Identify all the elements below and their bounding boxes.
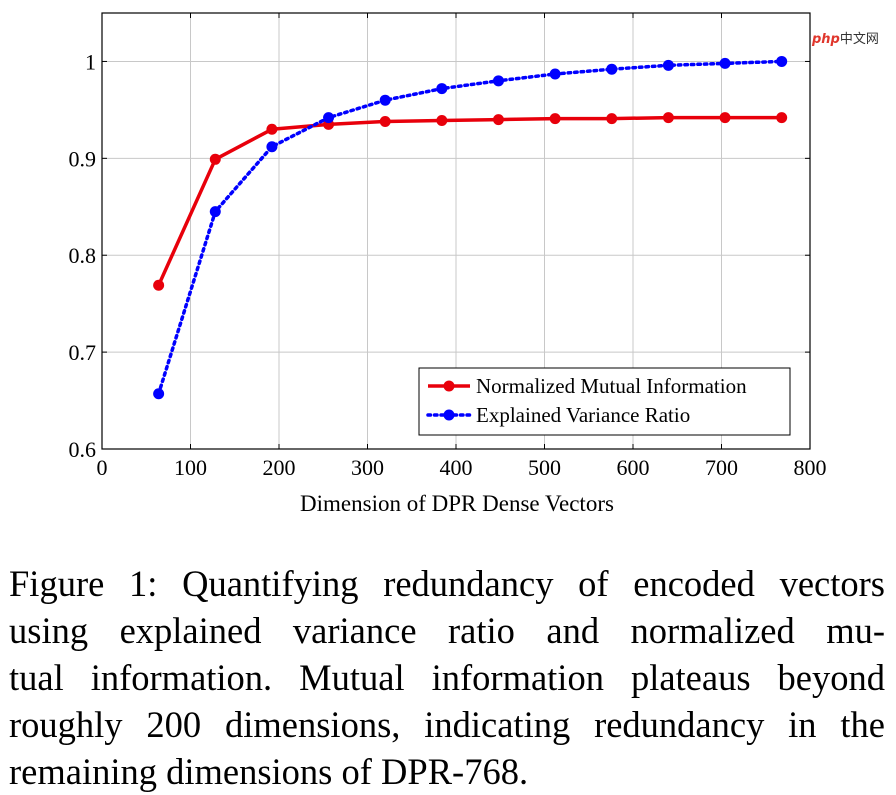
data-point	[323, 112, 335, 124]
watermark-site: 中文网	[839, 32, 879, 47]
series-evr	[153, 55, 788, 400]
data-point	[266, 123, 278, 135]
series-nmi	[153, 112, 788, 291]
data-point	[209, 206, 221, 218]
x-axis-label: Dimension of DPR Dense Vectors	[300, 491, 614, 516]
data-point	[662, 59, 674, 71]
legend-marker-nmi	[443, 380, 455, 392]
data-point	[549, 68, 561, 80]
data-point	[266, 141, 278, 153]
y-tick-label: 0.9	[69, 146, 97, 171]
caption-line: using explained variance ratio and norma…	[9, 610, 885, 651]
x-tick-label: 100	[174, 455, 207, 480]
data-point	[549, 113, 561, 125]
series-line	[156, 59, 784, 396]
data-point	[606, 113, 618, 125]
series-line	[157, 115, 782, 287]
data-point	[153, 388, 165, 400]
legend: Normalized Mutual Information Explained …	[418, 367, 791, 436]
data-point	[436, 83, 448, 95]
x-tick-label: 400	[440, 455, 473, 480]
caption-line: remaining dimensions of DPR-768.	[9, 751, 529, 792]
x-tick-label: 200	[263, 455, 296, 480]
legend-label-nmi: Normalized Mutual Information	[476, 374, 747, 398]
data-point	[209, 153, 221, 165]
figure-caption: Figure 1: Quantifying redundancy of enco…	[9, 560, 885, 795]
caption-line: Figure 1: Quantifying redundancy of enco…	[9, 563, 885, 604]
x-tick-label: 700	[705, 455, 738, 480]
data-point	[436, 115, 448, 127]
data-point	[492, 75, 504, 87]
grid-lines	[102, 13, 810, 449]
data-point	[662, 112, 674, 124]
data-point	[379, 116, 391, 128]
y-tick-label: 0.8	[69, 243, 97, 268]
legend-marker-evr	[443, 409, 455, 421]
data-point	[776, 112, 788, 124]
legend-box	[418, 367, 791, 436]
data-point	[776, 55, 788, 67]
y-tick-label: 0.7	[69, 340, 97, 365]
data-point	[719, 112, 731, 124]
x-tick-label: 600	[617, 455, 650, 480]
y-tick-label: 1	[85, 49, 96, 74]
data-point	[492, 114, 504, 126]
watermark-brand: php	[812, 32, 840, 47]
data-point	[719, 57, 731, 69]
legend-label-evr: Explained Variance Ratio	[476, 403, 690, 427]
x-tick-label: 800	[794, 455, 827, 480]
x-tick-label: 300	[351, 455, 384, 480]
line-chart: 0 100 200 300 400 500 600 700 800 0.6 0.7 0.8 0.9 1 D…	[69, 12, 827, 516]
data-point	[606, 63, 618, 75]
series-layer	[153, 55, 788, 400]
data-point	[379, 94, 391, 106]
watermark-logo: php中文网	[812, 28, 879, 47]
x-tick-label: 0	[97, 455, 108, 480]
data-point	[153, 279, 165, 291]
x-tick-label: 500	[528, 455, 561, 480]
caption-line: tual information. Mutual information pla…	[9, 657, 885, 698]
caption-line: roughly 200 dimensions, indicating redun…	[9, 704, 885, 745]
y-tick-label: 0.6	[69, 437, 97, 462]
axis-ticks: 0 100 200 300 400 500 600 700 800 0.6 0.7 0.8 0.9 1	[69, 13, 827, 480]
